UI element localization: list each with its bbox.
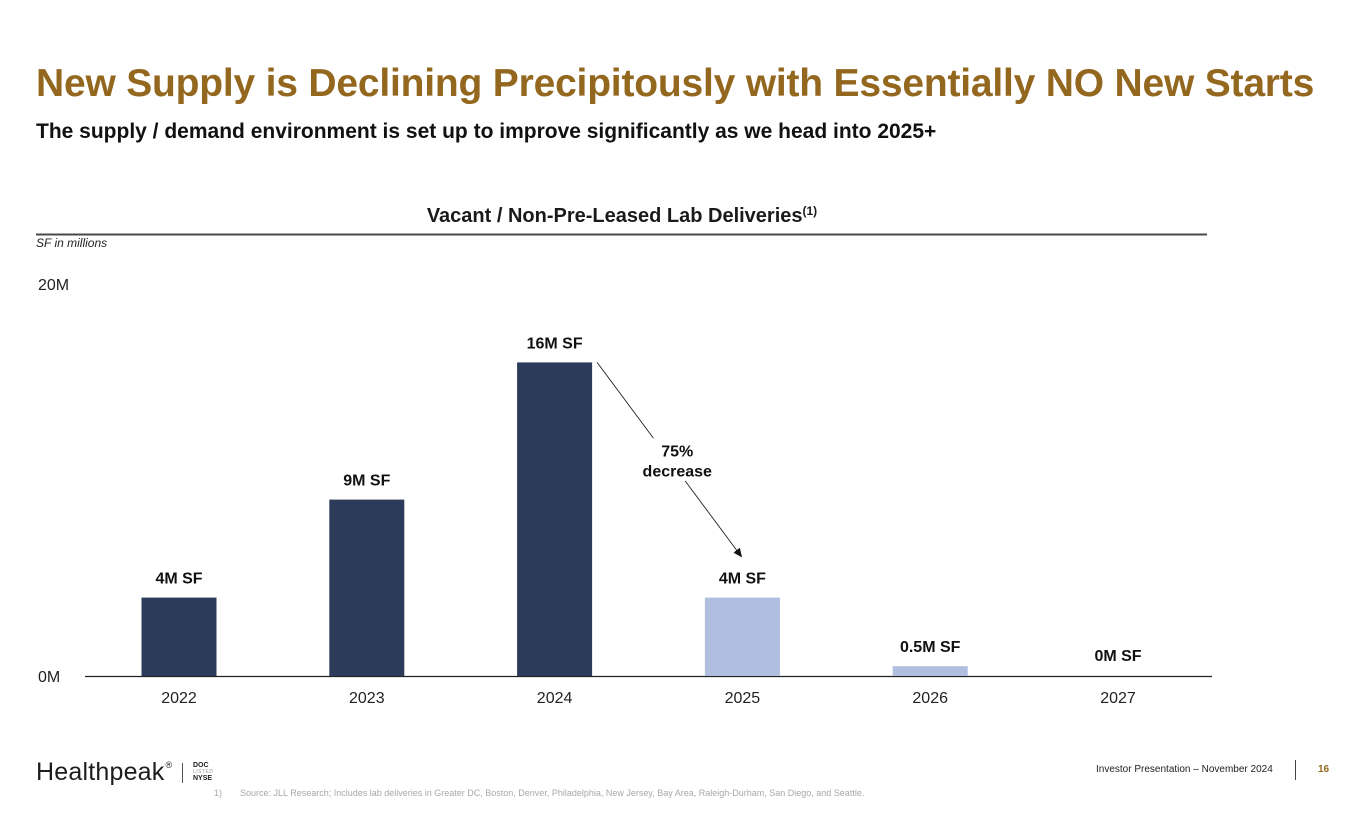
x-tick-label: 2024 — [537, 690, 573, 707]
brand-name: Healthpeak — [36, 758, 165, 786]
x-tick-label: 2023 — [349, 690, 385, 707]
page-number: 16 — [1318, 764, 1330, 775]
ticker-exchange: NYSE — [193, 775, 213, 782]
x-tick-label: 2025 — [725, 690, 761, 707]
x-tick-label: 2027 — [1100, 690, 1136, 707]
chart-title: Vacant / Non-Pre-Leased Lab Deliveries(1… — [427, 204, 817, 227]
footnote-text: Source: JLL Research; Includes lab deliv… — [240, 788, 865, 798]
source-footnote: 1) Source: JLL Research; Includes lab del… — [214, 788, 864, 798]
bar-2022 — [141, 597, 217, 676]
slide-title: New Supply is Declining Precipitously wi… — [36, 62, 1315, 105]
footnote-number: 1) — [214, 788, 223, 798]
bar-2025 — [704, 597, 780, 676]
x-axis: 2022 2023 2024 2025 2026 2027 — [161, 690, 1136, 707]
data-label-2023: 9M SF — [343, 473, 390, 490]
bar-2024 — [517, 362, 593, 676]
ticker-listed: LISTED — [193, 769, 214, 775]
registered-mark: ® — [165, 760, 173, 770]
nyse-ticker-badge: DOC LISTED NYSE — [193, 762, 214, 782]
data-label-2026: 0.5M SF — [900, 639, 961, 656]
data-label-2025: 4M SF — [719, 571, 766, 588]
decrease-annotation: 75% decrease — [596, 362, 742, 558]
data-label-2027: 0M SF — [1094, 648, 1141, 665]
annotation-percent: 75% — [661, 444, 693, 461]
ticker-symbol: DOC — [193, 762, 209, 769]
x-tick-label: 2022 — [161, 690, 197, 707]
bar-2026 — [892, 666, 968, 676]
unit-note: SF in millions — [36, 236, 107, 250]
chart-title-footnote-ref: (1) — [803, 204, 818, 218]
healthpeak-logo: Healthpeak® — [36, 758, 172, 787]
annotation-arrow-head — [684, 480, 742, 558]
logo-divider — [182, 763, 183, 783]
annotation-arrow-line — [596, 362, 654, 439]
x-tick-label: 2026 — [912, 690, 948, 707]
y-tick-label: 0M — [38, 669, 60, 686]
data-labels: 4M SF 9M SF 16M SF 4M SF 0.5M SF 0M SF — [155, 335, 1141, 665]
y-tick-label: 20M — [38, 277, 69, 294]
slide-subtitle: The supply / demand environment is set u… — [36, 120, 937, 143]
annotation-label: decrease — [643, 464, 712, 481]
data-label-2024: 16M SF — [527, 335, 583, 352]
presentation-label: Investor Presentation – November 2024 — [1096, 764, 1273, 775]
bar-2023 — [329, 499, 405, 676]
chart-title-text: Vacant / Non-Pre-Leased Lab Deliveries — [427, 205, 803, 227]
bars — [141, 362, 968, 676]
y-axis: 0M 20M — [38, 277, 69, 686]
footer-divider — [1295, 760, 1296, 780]
data-label-2022: 4M SF — [155, 571, 202, 588]
